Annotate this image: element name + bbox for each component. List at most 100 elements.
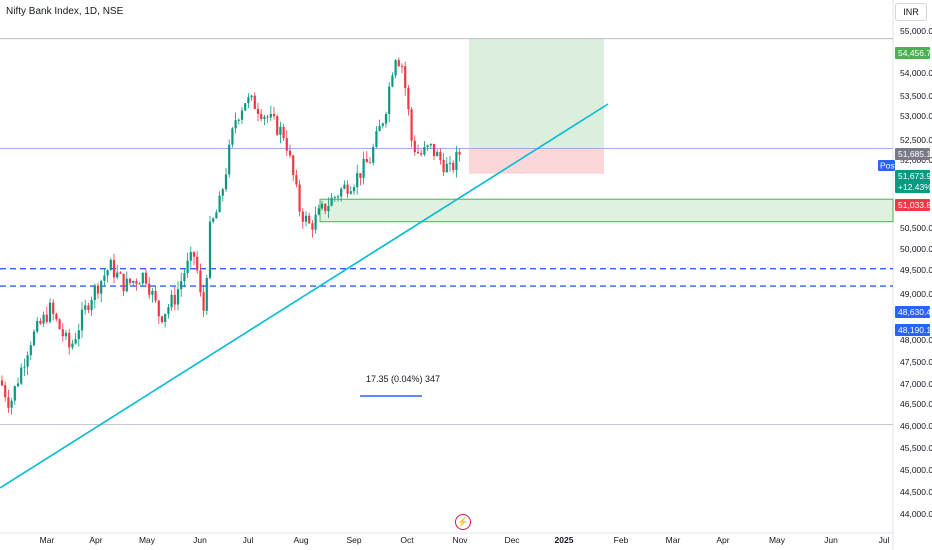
- candle: [157, 299, 160, 324]
- time-tick-label: Jun: [824, 535, 838, 545]
- level-2-tag-text: 48,190.10: [898, 325, 932, 335]
- candle-body: [442, 159, 445, 173]
- candle: [215, 209, 218, 219]
- candle-body: [135, 281, 138, 284]
- candle: [340, 186, 343, 202]
- candle: [103, 267, 106, 286]
- price-tick-label: 55,000.00: [900, 26, 932, 36]
- time-tick-label: Jul: [243, 535, 254, 545]
- candle: [109, 257, 112, 271]
- candle: [80, 301, 84, 338]
- candle: [58, 318, 61, 330]
- candle: [16, 377, 20, 388]
- time-tick-label: Nov: [452, 535, 468, 545]
- time-tick-label: May: [139, 535, 156, 545]
- candle: [77, 323, 80, 347]
- candle: [125, 271, 128, 293]
- candle: [295, 169, 298, 188]
- candle-body: [218, 195, 221, 213]
- candle: [151, 288, 154, 303]
- candle-body: [90, 300, 93, 311]
- candle: [365, 151, 368, 163]
- candle-body: [71, 343, 74, 348]
- price-tick-label: 48,000.00: [900, 335, 932, 345]
- candle: [304, 211, 308, 227]
- candle-body: [119, 272, 122, 274]
- candle-body: [231, 128, 234, 145]
- candle-body: [13, 386, 16, 401]
- price-tick-label: 44,500.00: [900, 487, 932, 497]
- candle: [32, 329, 36, 347]
- candle: [55, 312, 58, 322]
- candle-body: [391, 75, 394, 87]
- candle-body: [84, 305, 87, 310]
- candle: [68, 329, 71, 355]
- time-tick-label: Feb: [614, 535, 629, 545]
- candle-body: [276, 116, 279, 135]
- candle-body: [333, 197, 336, 199]
- currency-button[interactable]: INR: [895, 3, 927, 21]
- candle-body: [160, 316, 164, 323]
- candle-body: [48, 302, 52, 322]
- candle: [148, 277, 151, 299]
- candle-body: [413, 140, 416, 153]
- candle: [416, 144, 420, 155]
- candle-body: [400, 66, 404, 68]
- candle: [452, 160, 455, 174]
- candle: [0, 375, 4, 387]
- candle-body: [426, 145, 429, 147]
- candle-body: [106, 270, 109, 276]
- candle-body: [362, 158, 365, 178]
- support-zone: [319, 198, 894, 223]
- candle: [10, 398, 13, 415]
- candle-body: [256, 108, 260, 114]
- candle-body: [128, 278, 132, 283]
- candle: [100, 280, 103, 303]
- lightning-icon[interactable]: ⚡: [455, 514, 471, 530]
- candle: [263, 114, 266, 126]
- candle-body: [192, 252, 196, 257]
- price-tick-label: 44,000.00: [900, 509, 932, 519]
- candle-body: [288, 150, 292, 156]
- price-tick-label: 50,000.00: [900, 244, 932, 254]
- candle: [205, 274, 208, 315]
- candle: [292, 154, 295, 182]
- candle: [455, 145, 458, 178]
- candle: [224, 167, 228, 192]
- candle: [221, 187, 224, 202]
- candle: [333, 195, 336, 202]
- candle: [356, 164, 359, 195]
- change-pct-tag-bg: [895, 181, 930, 193]
- candle-body: [253, 95, 256, 109]
- time-tick-label: Mar: [666, 535, 681, 545]
- candle: [164, 313, 167, 328]
- candle-body: [7, 397, 10, 408]
- candle: [436, 149, 439, 157]
- candle: [106, 269, 109, 283]
- candle: [420, 149, 423, 157]
- candle: [52, 299, 55, 321]
- candle-body: [199, 270, 202, 293]
- change-pct-tag-text: +12.43%: [898, 182, 932, 192]
- candle-body: [420, 153, 423, 155]
- candle-body: [381, 123, 384, 126]
- candle: [234, 112, 237, 134]
- candle-body: [36, 320, 39, 332]
- time-tick-label: Mar: [40, 535, 55, 545]
- candle-body: [39, 320, 42, 324]
- candle: [135, 278, 138, 291]
- candle-body: [116, 272, 119, 278]
- candle: [285, 130, 288, 157]
- last-price-tag-text: 51,673.90: [898, 171, 932, 181]
- time-tick-label: Apr: [716, 535, 729, 545]
- price-tick-label: 45,500.00: [900, 443, 932, 453]
- candle: [320, 200, 324, 211]
- candle-body: [100, 280, 103, 294]
- candle: [404, 61, 407, 96]
- candle-body: [189, 252, 192, 261]
- last-price-tag-bg: [895, 170, 930, 182]
- candle-body: [375, 131, 378, 147]
- candle-body: [368, 162, 372, 164]
- candle: [407, 84, 410, 116]
